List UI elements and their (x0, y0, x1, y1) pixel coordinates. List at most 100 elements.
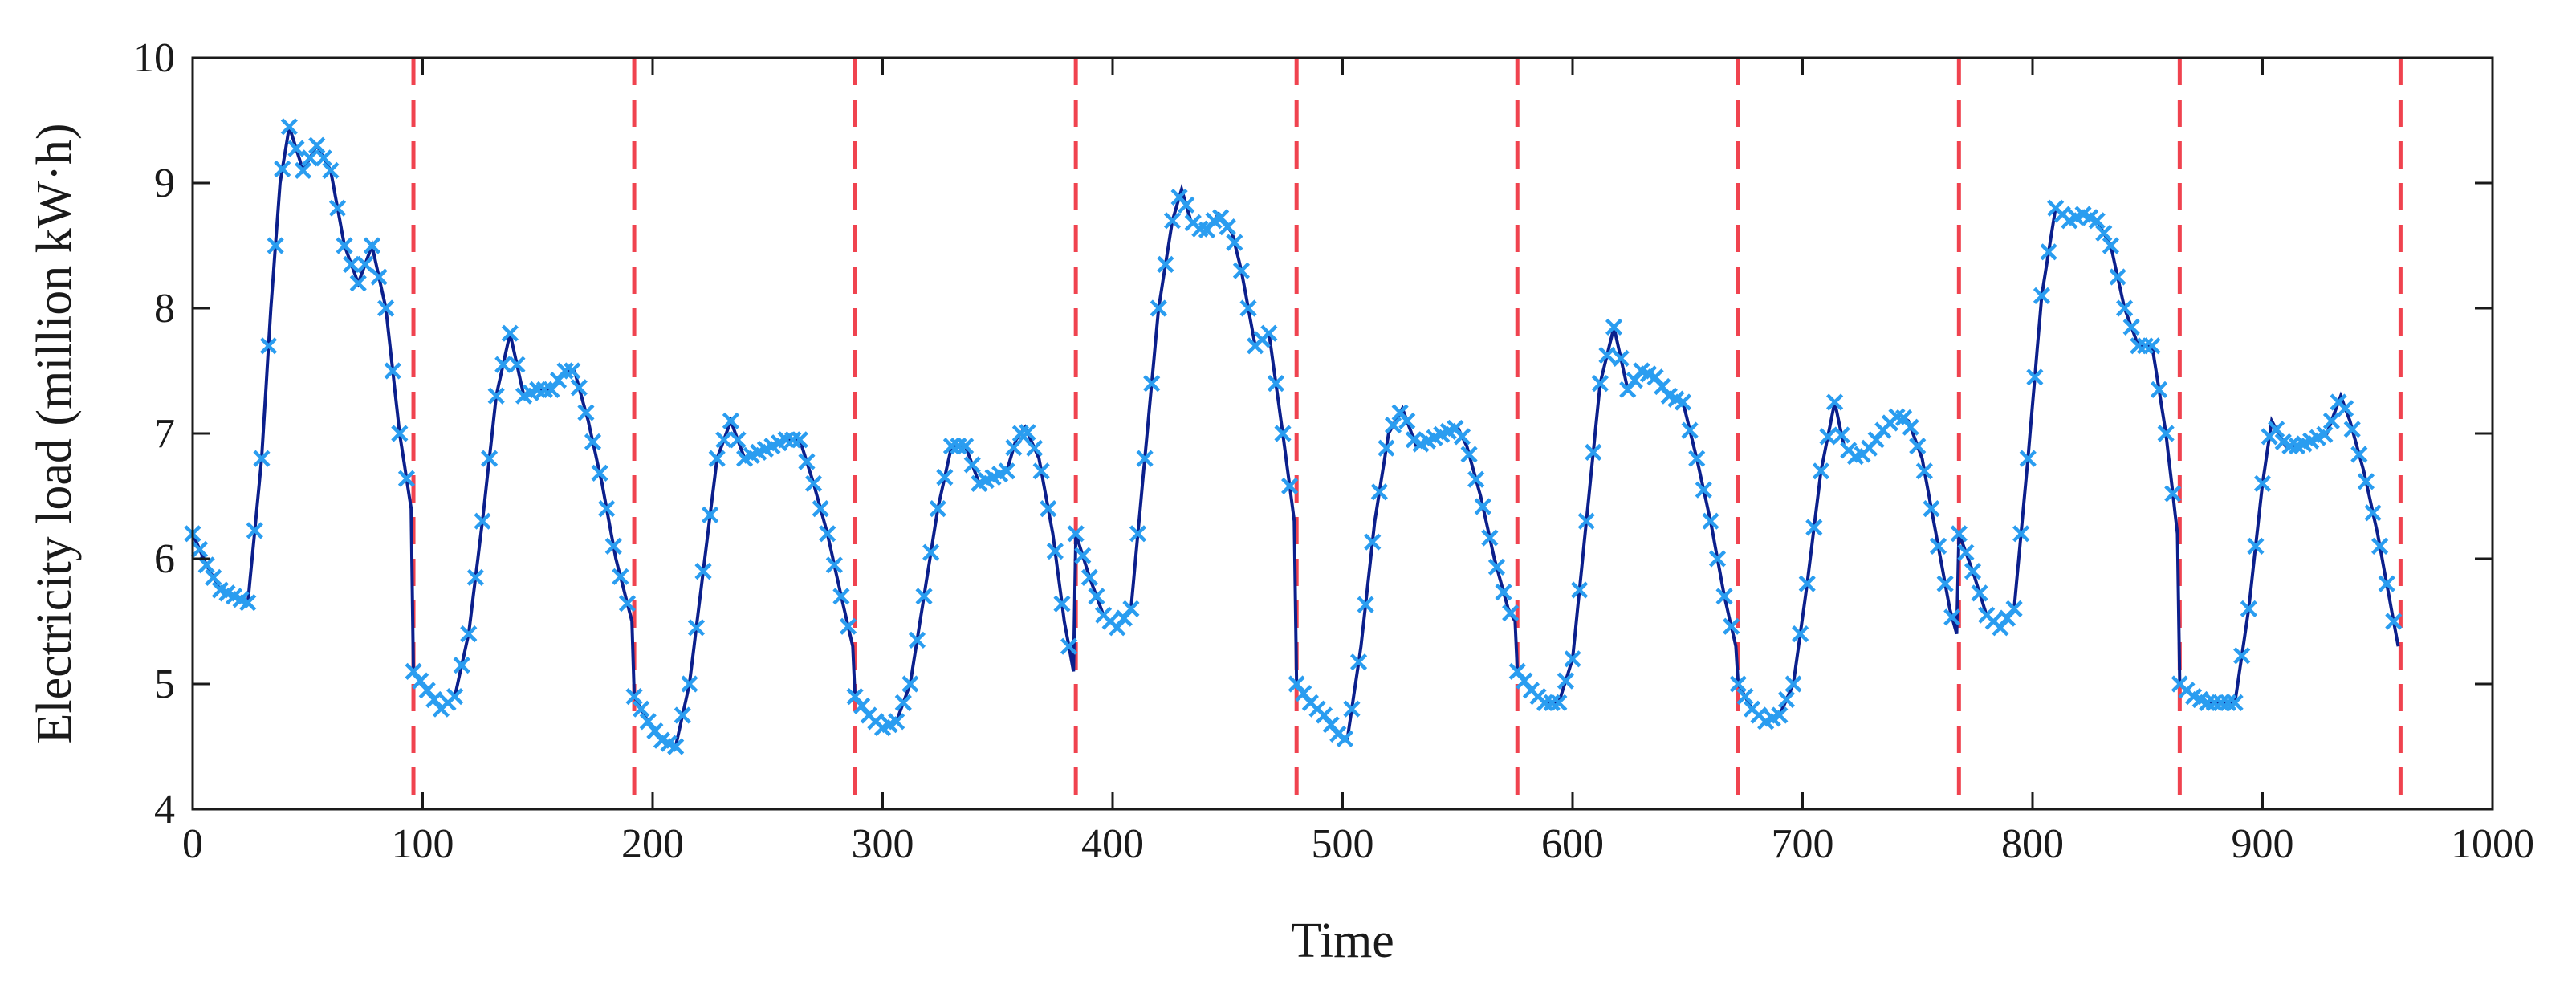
data-point-marker (1915, 462, 1933, 480)
data-point-marker (1060, 637, 1078, 655)
data-point-marker (2109, 268, 2126, 286)
data-point-marker (2268, 421, 2285, 438)
data-point-marker (301, 149, 319, 167)
data-point-marker (942, 438, 961, 455)
data-point-marker (708, 450, 726, 467)
data-point-marker (446, 688, 464, 706)
data-point-marker (343, 255, 360, 273)
data-point-marker (1729, 675, 1747, 693)
data-point-marker (363, 237, 381, 254)
data-point-marker (1267, 375, 1285, 393)
data-point-marker (2199, 694, 2216, 711)
data-point-marker (1784, 675, 1802, 693)
data-point-marker (936, 469, 954, 486)
data-point-marker (1536, 694, 1554, 711)
data-point-marker (804, 474, 823, 492)
data-point-marker (501, 324, 519, 342)
data-point-marker (2102, 237, 2120, 254)
data-point-marker (1681, 421, 1699, 439)
data-point-marker (494, 356, 512, 373)
x-tick-label: 0 (182, 821, 203, 867)
x-tick-label: 600 (1541, 821, 1604, 867)
data-point-marker (825, 556, 843, 574)
plot-frame (191, 56, 2494, 811)
data-point-marker (1812, 462, 1830, 480)
x-tick-label: 700 (1772, 821, 1834, 867)
data-point-marker (1274, 425, 1292, 442)
data-point-marker (1923, 500, 1940, 518)
x-axis-title: Time (1291, 914, 1394, 968)
data-point-marker (1460, 446, 1478, 463)
x-tick-label: 200 (621, 821, 684, 867)
day-boundaries (411, 58, 2403, 809)
data-point-marker (508, 356, 526, 373)
data-point-marker (1378, 439, 1395, 457)
data-point-marker (612, 568, 629, 585)
data-point-marker (2322, 412, 2341, 429)
data-point-marker (1702, 512, 1719, 530)
data-point-marker (205, 568, 222, 586)
data-point-marker (253, 450, 271, 467)
data-point-marker (598, 500, 616, 518)
data-point-marker (1964, 563, 1982, 580)
data-point-marker (1805, 519, 1823, 536)
data-point-marker (197, 556, 215, 574)
data-point-marker (1929, 537, 1947, 555)
data-point-marker (2005, 600, 2023, 617)
data-point-marker (2350, 446, 2368, 463)
data-point-marker (2143, 337, 2161, 355)
data-point-marker (1343, 700, 1361, 718)
data-point-marker (584, 433, 602, 450)
data-point-marker (1598, 346, 1616, 364)
data-point-marker (1005, 438, 1023, 457)
axes: 0 100 200 300 400 500 600 700 800 900 1000 4 5 6 7 8 9 10 (133, 35, 2534, 867)
data-point-marker (2040, 243, 2057, 261)
data-point-marker (1591, 375, 1609, 393)
data-point-marker (556, 362, 574, 380)
data-point-marker (267, 237, 284, 254)
data-point-marker (1364, 533, 1382, 551)
data-point-marker (1943, 608, 1961, 626)
data-point-marker (1143, 375, 1161, 393)
data-point-marker (480, 450, 499, 467)
data-point-marker (722, 412, 740, 429)
data-point-marker (453, 657, 470, 674)
data-point-marker (1474, 498, 1491, 515)
data-point-marker (2343, 421, 2361, 438)
data-point-marker (1792, 625, 1809, 643)
data-point-marker (681, 675, 698, 693)
x-tick-label: 400 (1081, 821, 1144, 867)
data-point-marker (1025, 439, 1044, 457)
data-point-marker (784, 431, 802, 449)
data-point-marker (570, 379, 588, 397)
data-point-marker (1088, 588, 1105, 605)
data-point-marker (957, 438, 975, 455)
data-point-marker (1708, 550, 1727, 568)
data-point-marker (1902, 418, 1919, 436)
data-point-marker (819, 525, 836, 543)
data-point-marker (1053, 595, 1071, 613)
data-point-marker (2337, 400, 2354, 417)
data-point-marker (1032, 462, 1050, 480)
data-point-marker (2212, 694, 2230, 711)
data-point-marker (667, 738, 685, 755)
data-point-marker (397, 470, 416, 487)
data-point-marker (1971, 584, 1988, 602)
data-point-marker (487, 387, 505, 405)
x-tick-label: 1000 (2451, 821, 2534, 867)
y-axis-title: Electricity load (million kW·h) (27, 123, 82, 743)
data-point-marker (1833, 426, 1850, 444)
data-point-marker (888, 713, 905, 731)
data-point-marker (791, 431, 808, 449)
data-point-marker (1715, 588, 1733, 605)
data-point-marker (2371, 537, 2389, 555)
y-tick-label: 7 (154, 411, 175, 457)
data-point-marker (2150, 381, 2168, 398)
data-point-marker (1570, 581, 1589, 599)
data-point-marker (715, 431, 733, 449)
data-point-marker (1674, 393, 1692, 411)
data-point-marker (618, 595, 637, 613)
data-point-marker (1736, 688, 1754, 706)
data-point-marker (1226, 234, 1243, 251)
data-point-marker (591, 464, 608, 482)
